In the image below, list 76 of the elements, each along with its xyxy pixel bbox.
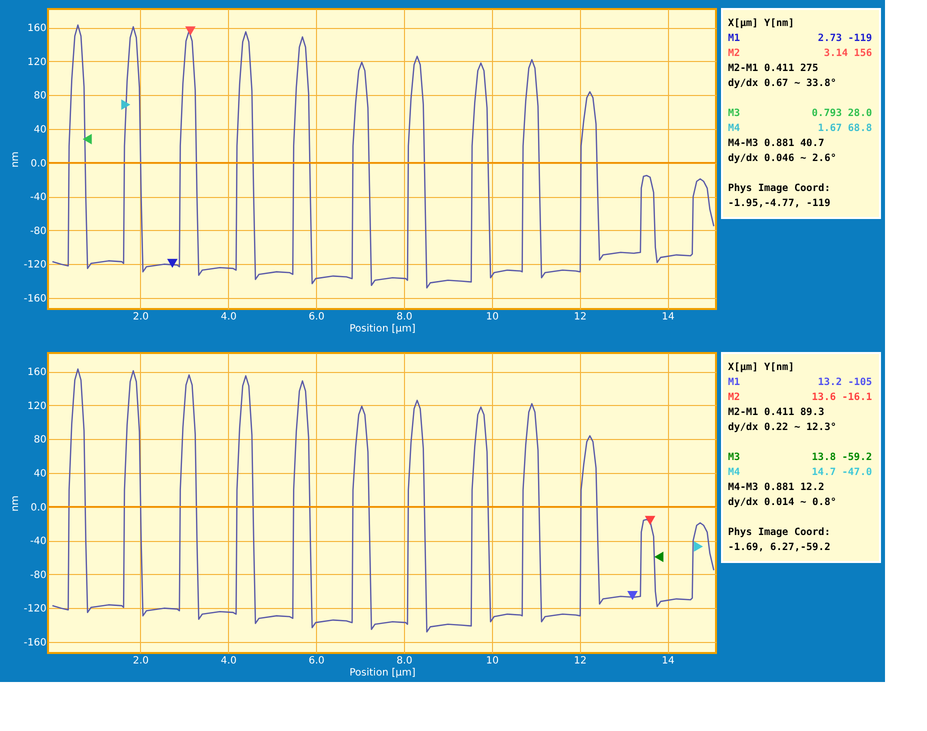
y-tick-label: -160 (24, 638, 46, 649)
text: M2-M1 0.411 89.3 (728, 407, 824, 418)
text: 2.73 -119 (818, 33, 872, 44)
y-tick-label: -80 (30, 226, 46, 237)
y-tick-label: 160 (27, 23, 46, 34)
y-tick-label: 40 (34, 468, 46, 480)
y-axis-title: nm (10, 151, 21, 168)
text: M2 (728, 392, 740, 403)
text: M2 (728, 48, 740, 59)
x-tick-label: 14 (662, 656, 675, 666)
y-tick-label: 40 (34, 124, 46, 136)
point (654, 552, 664, 562)
text: Phys Image Coord: (728, 527, 830, 538)
text: M4-M3 0.881 40.7 (728, 138, 824, 149)
y-tick-label: 0.0 (30, 158, 46, 170)
x-tick-label: 8.0 (396, 312, 412, 322)
text: dy/dx 0.22 ~ 12.3° (728, 422, 836, 433)
y-tick-label: -80 (30, 570, 46, 581)
x-tick-label: 8.0 (396, 656, 412, 666)
point (694, 541, 703, 552)
text: Phys Image Coord: (728, 183, 830, 194)
text: M1 (728, 33, 740, 44)
y-tick-label: -120 (24, 604, 46, 615)
text: M4 (728, 467, 740, 478)
y-tick-label: 160 (27, 367, 46, 378)
text: 13.6 -16.1 (812, 392, 872, 403)
text: M4-M3 0.881 12.2 (728, 482, 824, 493)
x-tick-label: 6.0 (308, 312, 325, 322)
text: dy/dx 0.046 ~ 2.6° (728, 153, 836, 164)
text: 13.8 -59.2 (812, 452, 872, 463)
text: 3.14 156 (824, 48, 872, 59)
point (121, 99, 130, 110)
text: 0.793 28.0 (812, 108, 872, 119)
x-tick-label: 10 (486, 312, 499, 322)
x-tick-label: 2.0 (132, 656, 149, 666)
x-axis-title: Position [µm] (349, 668, 416, 678)
x-tick-label: 2.0 (132, 312, 149, 322)
text: -1.95,-4.77, -119 (728, 198, 830, 209)
x-tick-label: 14 (662, 312, 675, 322)
point (82, 134, 92, 144)
text: X[µm] Y[nm] (728, 362, 794, 373)
x-tick-label: 12 (574, 656, 587, 666)
y-tick-label: 80 (34, 90, 46, 102)
text: 1.67 68.8 (818, 123, 872, 134)
x-tick-label: 12 (574, 312, 587, 322)
y-tick-label: -40 (30, 536, 46, 548)
text: M1 (728, 377, 740, 388)
y-tick-label: 80 (34, 434, 46, 446)
point (644, 516, 656, 525)
text: 13.2 -105 (818, 377, 872, 388)
text: M4 (728, 123, 740, 134)
text: M3 (728, 452, 740, 463)
y-tick-label: 120 (27, 400, 46, 412)
text: -1.69, 6.27,-59.2 (728, 542, 830, 553)
point (627, 590, 638, 600)
text: M2-M1 0.411 275 (728, 63, 818, 74)
y-axis-title: nm (10, 495, 21, 512)
point (167, 258, 178, 268)
y-tick-label: 120 (27, 56, 46, 68)
text: M3 (728, 108, 740, 119)
y-tick-label: -40 (30, 192, 46, 204)
x-tick-label: 10 (486, 656, 499, 666)
x-axis-title: Position [µm] (349, 324, 416, 334)
x-tick-label: 6.0 (308, 656, 325, 666)
y-tick-label: 0.0 (30, 502, 46, 514)
text: X[µm] Y[nm] (728, 18, 794, 29)
y-tick-label: -160 (24, 294, 46, 305)
text: dy/dx 0.67 ~ 33.8° (728, 78, 836, 89)
point (185, 26, 196, 36)
line-series (52, 368, 714, 633)
y-tick-label: -120 (24, 260, 46, 271)
x-tick-label: 4.0 (220, 312, 237, 322)
line-series (52, 24, 714, 289)
text: 14.7 -47.0 (812, 467, 872, 478)
text: dy/dx 0.014 ~ 0.8° (728, 497, 836, 508)
x-tick-label: 4.0 (220, 656, 237, 666)
